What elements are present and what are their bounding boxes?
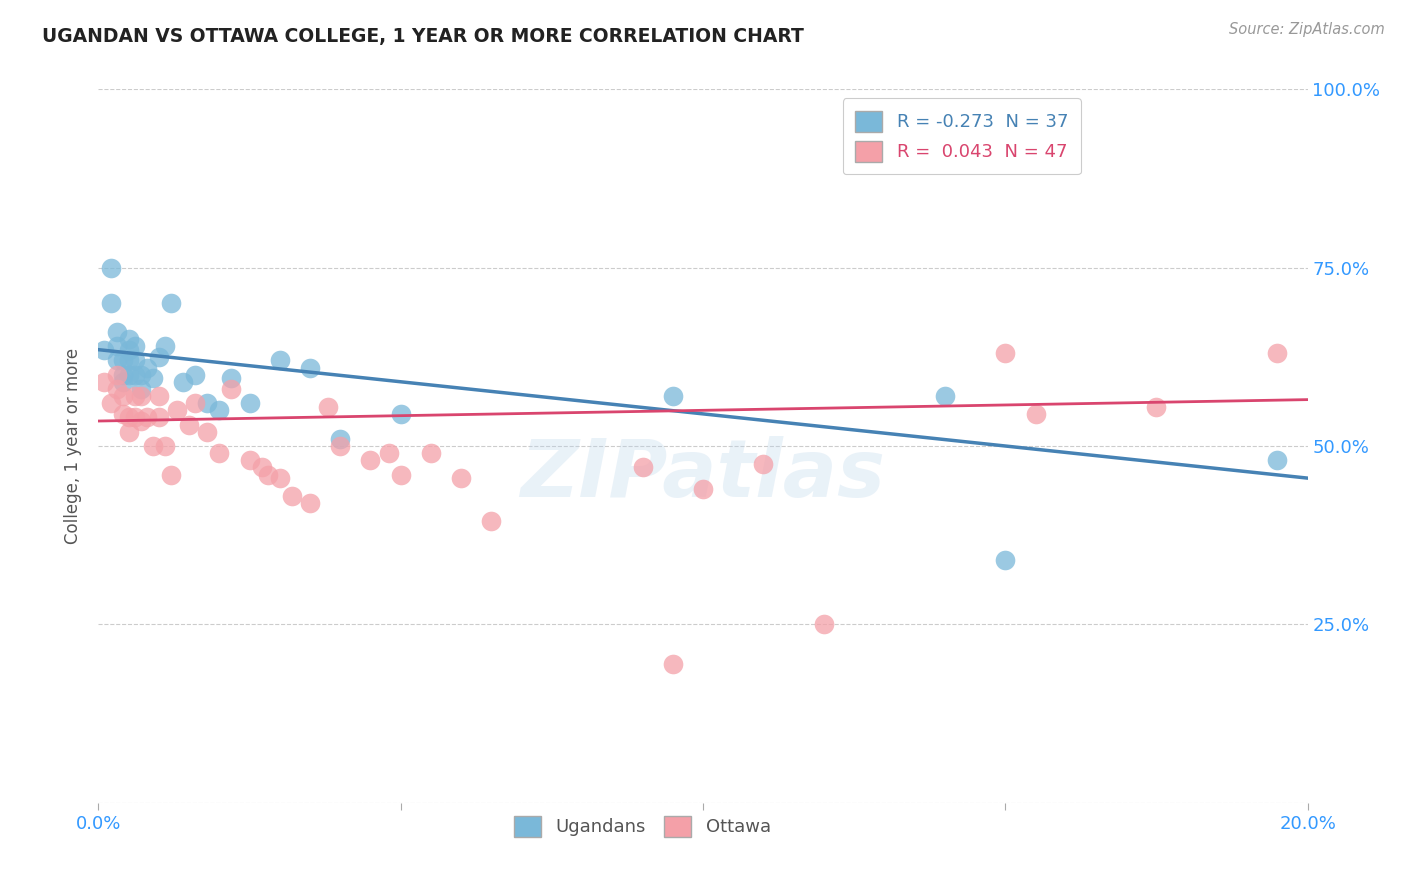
Point xyxy=(389,467,412,482)
Point xyxy=(299,360,322,375)
Point xyxy=(142,439,165,453)
Point xyxy=(420,446,443,460)
Point xyxy=(160,467,183,482)
Point xyxy=(148,389,170,403)
Point xyxy=(752,457,775,471)
Point xyxy=(179,417,201,432)
Point xyxy=(239,396,262,410)
Point xyxy=(934,389,956,403)
Point xyxy=(135,360,157,375)
Point xyxy=(450,471,472,485)
Point xyxy=(389,407,412,421)
Point xyxy=(250,460,273,475)
Point xyxy=(105,353,128,368)
Point xyxy=(221,382,243,396)
Point xyxy=(142,371,165,385)
Point xyxy=(1024,407,1046,421)
Point xyxy=(208,403,231,417)
Point xyxy=(153,339,176,353)
Point xyxy=(111,368,134,382)
Legend: Ugandans, Ottawa: Ugandans, Ottawa xyxy=(508,808,778,844)
Point xyxy=(1267,453,1289,467)
Point xyxy=(100,296,122,310)
Point xyxy=(184,368,207,382)
Point xyxy=(269,353,291,368)
Point xyxy=(93,375,115,389)
Point xyxy=(124,410,146,425)
Point xyxy=(124,339,146,353)
Point xyxy=(377,446,399,460)
Point xyxy=(105,368,128,382)
Point xyxy=(124,353,146,368)
Point xyxy=(1267,346,1289,360)
Point xyxy=(118,343,141,357)
Text: ZIPatlas: ZIPatlas xyxy=(520,435,886,514)
Point xyxy=(129,382,152,396)
Text: UGANDAN VS OTTAWA COLLEGE, 1 YEAR OR MORE CORRELATION CHART: UGANDAN VS OTTAWA COLLEGE, 1 YEAR OR MOR… xyxy=(42,27,804,45)
Point xyxy=(118,368,141,382)
Point xyxy=(111,407,134,421)
Point xyxy=(692,482,714,496)
Point xyxy=(111,353,134,368)
Point xyxy=(481,514,503,528)
Point xyxy=(316,400,339,414)
Point xyxy=(329,439,352,453)
Point xyxy=(93,343,115,357)
Point xyxy=(208,446,231,460)
Point xyxy=(239,453,262,467)
Point xyxy=(661,389,683,403)
Point xyxy=(148,410,170,425)
Point xyxy=(994,553,1017,567)
Point xyxy=(184,396,207,410)
Point xyxy=(129,414,152,428)
Point xyxy=(105,382,128,396)
Point xyxy=(1144,400,1167,414)
Point xyxy=(129,389,152,403)
Point xyxy=(100,260,122,275)
Point xyxy=(148,350,170,364)
Point xyxy=(124,368,146,382)
Point xyxy=(153,439,176,453)
Y-axis label: College, 1 year or more: College, 1 year or more xyxy=(65,348,83,544)
Point xyxy=(329,432,352,446)
Point xyxy=(100,396,122,410)
Point xyxy=(195,425,218,439)
Text: Source: ZipAtlas.com: Source: ZipAtlas.com xyxy=(1229,22,1385,37)
Point xyxy=(118,425,141,439)
Point xyxy=(111,375,134,389)
Point xyxy=(195,396,218,410)
Point xyxy=(813,617,835,632)
Point xyxy=(281,489,304,503)
Point xyxy=(166,403,188,417)
Point xyxy=(135,410,157,425)
Point xyxy=(124,389,146,403)
Point xyxy=(172,375,194,389)
Point xyxy=(994,346,1017,360)
Point xyxy=(269,471,291,485)
Point xyxy=(118,332,141,346)
Point xyxy=(118,353,141,368)
Point xyxy=(111,389,134,403)
Point xyxy=(160,296,183,310)
Point xyxy=(129,368,152,382)
Point xyxy=(256,467,278,482)
Point xyxy=(360,453,382,467)
Point xyxy=(105,325,128,339)
Point xyxy=(299,496,322,510)
Point xyxy=(118,410,141,425)
Point xyxy=(105,339,128,353)
Point xyxy=(221,371,243,385)
Point xyxy=(661,657,683,671)
Point xyxy=(631,460,654,475)
